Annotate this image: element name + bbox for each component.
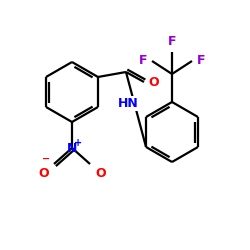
Text: F: F [138,54,147,68]
Text: O: O [148,76,158,88]
Text: F: F [168,35,176,48]
Text: HN: HN [118,97,139,110]
Text: +: + [74,138,82,148]
Text: O: O [95,167,106,180]
Text: F: F [197,54,205,68]
Text: O: O [38,167,49,180]
Text: N: N [67,142,77,154]
Text: −: − [42,154,50,164]
